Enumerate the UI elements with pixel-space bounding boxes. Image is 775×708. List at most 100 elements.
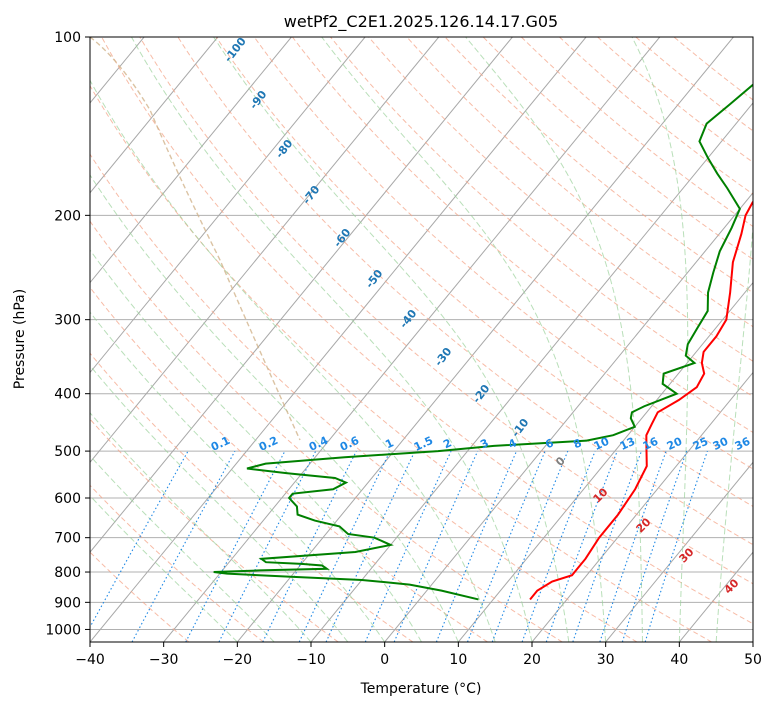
dry-adiabat-line (90, 418, 339, 642)
moist-adiabat-label: 30 (677, 545, 697, 565)
isotherm-line (531, 371, 753, 642)
x-tick-label: −20 (223, 652, 253, 668)
x-tick-label: 20 (523, 652, 541, 668)
dry-adiabat-label: -20 (470, 382, 493, 406)
dry-adiabat-label: -60 (331, 226, 354, 250)
y-tick-label: 200 (54, 208, 81, 224)
moist-adiabat-line (90, 412, 312, 642)
mixing-ratio-line (262, 450, 357, 642)
mixing-ratio-line (599, 450, 667, 642)
dry-adiabat-line (90, 484, 264, 642)
y-tick-label: 300 (54, 313, 81, 329)
isotherm-line (236, 37, 734, 642)
x-tick-label: 40 (670, 652, 688, 668)
x-tick-label: 50 (744, 652, 762, 668)
mixing-ratio-line (393, 450, 479, 642)
mixing-ratio-line (491, 450, 569, 642)
moist-adiabat-line (90, 364, 349, 642)
mixing-ratio-line (298, 450, 391, 642)
x-tick-label: 0 (380, 652, 389, 668)
y-tick-label: 500 (54, 444, 81, 460)
moist-adiabat-line (90, 495, 238, 642)
y-tick-label: 600 (54, 491, 81, 507)
mixing-ratio-line (521, 450, 596, 642)
dry-adiabat-line (90, 84, 712, 642)
dry-adiabat-line (635, 37, 753, 132)
dry-adiabat-line (329, 37, 753, 398)
mixing-ratio-label: 1 (383, 436, 395, 451)
isotherm-line (90, 37, 587, 642)
dry-adiabat-line (90, 286, 488, 642)
y-axis-label: Pressure (hPa) (12, 289, 28, 389)
dry-adiabat-line (596, 37, 753, 163)
isotherm-line (384, 192, 753, 642)
y-tick-label: 400 (54, 387, 81, 403)
series-lines (213, 83, 753, 601)
mixing-ratio-line (131, 450, 236, 642)
dry-adiabat-line (673, 37, 753, 101)
moist-adiabat-line (90, 249, 422, 642)
plot-frame (89, 36, 754, 643)
temperature-profile-line (529, 200, 753, 601)
mixing-ratio-line (185, 450, 286, 642)
dry-adiabat-line (90, 551, 190, 642)
mixing-ratio-line (545, 450, 618, 642)
moist-adiabat-line (464, 37, 643, 642)
moist-adiabat-label: 0 (553, 454, 568, 469)
x-tick-label: −40 (75, 652, 105, 668)
moist-adiabat-line (90, 79, 496, 642)
mixing-ratio-label: 25 (691, 435, 710, 453)
dry-adiabat-line (520, 37, 753, 228)
dry-adiabat-label: -40 (397, 307, 420, 331)
mixing-ratio-label: 6 (543, 436, 556, 451)
isotherm-line (163, 37, 661, 642)
mixing-ratio-label: 30 (711, 435, 731, 453)
mixing-ratio-label: 3 (478, 436, 490, 451)
moist-adiabat-line (631, 37, 689, 642)
moist-adiabat-line (90, 311, 386, 642)
mixing-ratio-label: 20 (665, 435, 685, 453)
dry-adiabat-line (215, 37, 753, 508)
isotherm-line (457, 281, 753, 642)
isotherm-line (752, 641, 753, 642)
dry-adiabat-line (139, 37, 753, 585)
dry-adiabat-line (406, 37, 753, 328)
mixing-ratio-line (435, 450, 518, 642)
y-tick-label: 100 (54, 30, 81, 46)
moist-adiabat-label: 20 (634, 515, 654, 535)
mixing-ratio-line (90, 450, 189, 629)
moist-adiabat-line (90, 455, 275, 642)
moist-adiabat-line (212, 37, 570, 642)
dry-adiabat-label: -100 (222, 35, 249, 65)
dry-adiabat-line (291, 37, 753, 433)
y-tick-label: 700 (54, 531, 81, 547)
mixing-ratio-label: 36 (733, 435, 753, 453)
isotherm-line (90, 37, 366, 374)
moist-adiabat-line (715, 220, 753, 642)
x-tick-label: 10 (449, 652, 467, 668)
isotherm-line (90, 37, 219, 194)
mixing-ratio-label: 13 (618, 435, 637, 453)
mixing-ratio-label: 10 (592, 435, 612, 453)
mixing-ratio-line (572, 450, 642, 642)
y-tick-label: 800 (54, 565, 81, 581)
mixing-ratio-line (621, 450, 688, 642)
dry-adiabat-line (90, 153, 638, 642)
dry-adiabat-line (90, 352, 414, 642)
dry-adiabat-label: -50 (363, 267, 386, 291)
curve-labels: -100-90-80-70-60-50-40-30-20-100.1 0.2 0.4… (209, 35, 753, 597)
y-tick-label: 1000 (45, 622, 81, 638)
isotherm-line (605, 461, 753, 642)
dry-adiabat-label: -30 (432, 345, 455, 369)
dry-adiabat-line (444, 37, 753, 294)
moist-adiabat-line (90, 174, 459, 642)
isotherm-line (90, 37, 292, 284)
mixing-ratio-line (218, 450, 317, 642)
x-axis-label: Temperature (°C) (360, 681, 482, 697)
background-lines (90, 37, 753, 642)
dry-adiabat-label: -80 (273, 137, 296, 161)
isotherm-line (90, 37, 440, 464)
moist-adiabat-label: 10 (591, 485, 611, 505)
x-tick-label: −10 (296, 652, 326, 668)
